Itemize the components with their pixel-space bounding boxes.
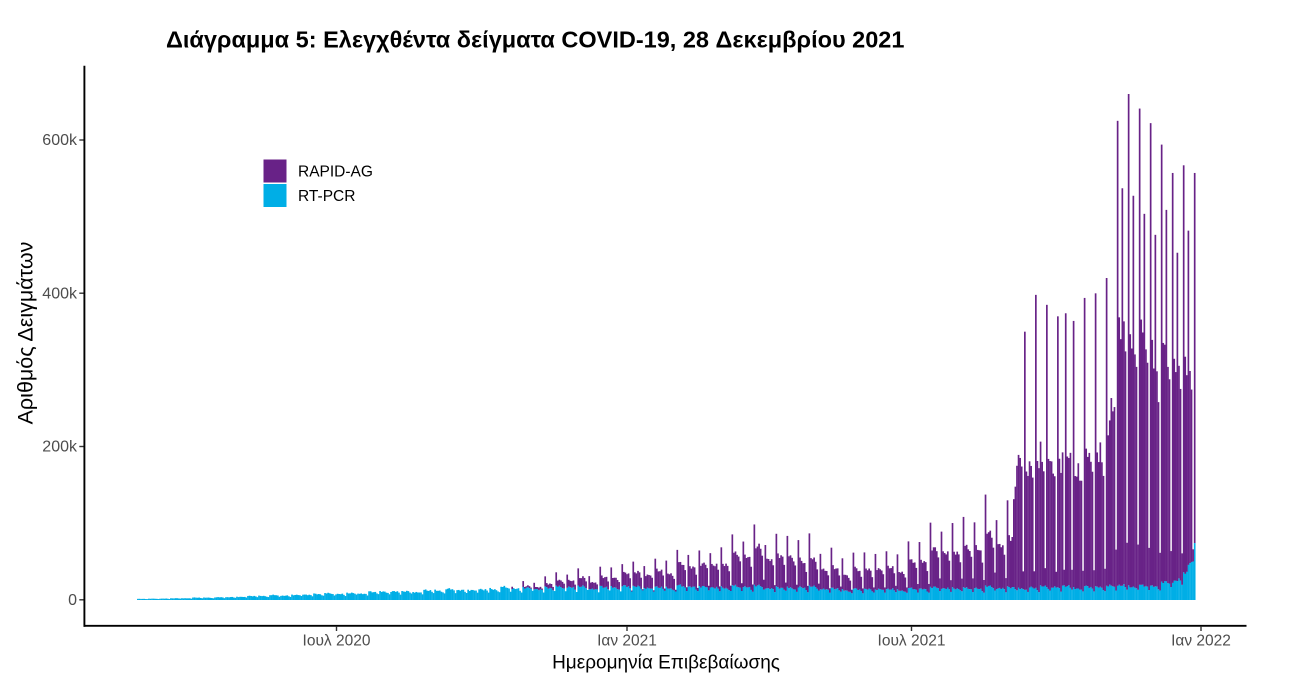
- svg-text:Ημερομηνία Επιβεβαίωσης: Ημερομηνία Επιβεβαίωσης: [552, 653, 780, 674]
- svg-text:Ιουλ 2021: Ιουλ 2021: [878, 633, 946, 650]
- svg-text:Ιαν 2022: Ιαν 2022: [1171, 633, 1231, 650]
- svg-text:200k: 200k: [42, 439, 78, 456]
- svg-text:Αριθμός Δειγμάτων: Αριθμός Δειγμάτων: [14, 242, 38, 425]
- svg-text:Διάγραμμα 5: Ελεγχθέντα δείγμα: Διάγραμμα 5: Ελεγχθέντα δείγματα COVID-1…: [166, 27, 904, 53]
- svg-text:RAPID-AG: RAPID-AG: [298, 164, 373, 181]
- svg-text:0: 0: [68, 592, 77, 609]
- svg-text:400k: 400k: [42, 285, 78, 302]
- svg-text:Ιουλ 2020: Ιουλ 2020: [303, 633, 371, 650]
- svg-text:Ιαν 2021: Ιαν 2021: [597, 633, 657, 650]
- svg-text:600k: 600k: [42, 132, 78, 149]
- svg-text:RT-PCR: RT-PCR: [298, 188, 355, 205]
